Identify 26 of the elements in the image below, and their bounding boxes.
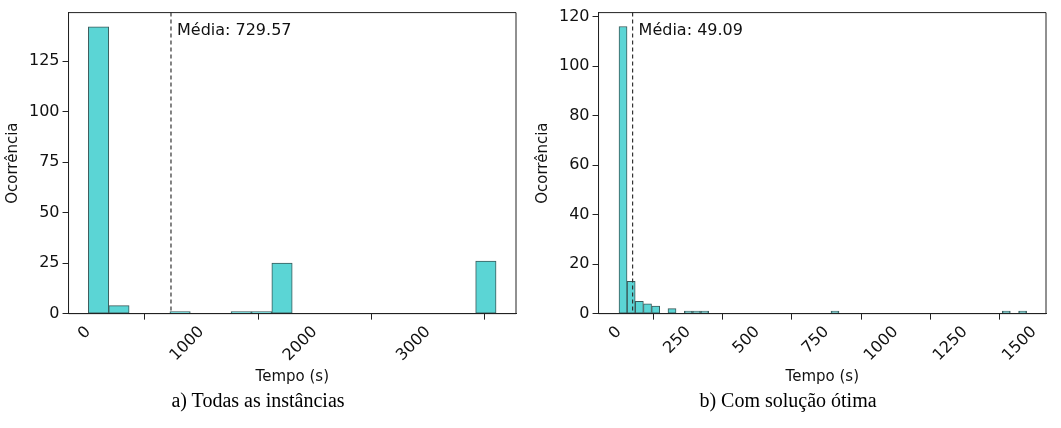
y-tick-label: 0	[579, 302, 590, 322]
y-tick-label: 0	[49, 302, 60, 322]
y-tick-label: 60	[569, 154, 590, 174]
y-tick-label: 25	[39, 252, 60, 272]
y-tick-label: 50	[39, 201, 60, 221]
y-tick-label: 75	[39, 151, 60, 171]
x-tick-label: 0	[604, 321, 625, 343]
text: b) Com solução ótima	[699, 389, 877, 413]
x-axis-title: Tempo (s)	[254, 366, 329, 385]
x-tick-label: 0	[73, 321, 95, 343]
y-tick-label: 125	[28, 50, 60, 70]
ref-line-label: Média: 49.09	[638, 19, 743, 39]
x-tick-label: 500	[728, 321, 764, 357]
y-tick-label: 80	[569, 104, 590, 124]
x-tick-label: 250	[658, 321, 694, 357]
x-tick-label: 750	[797, 321, 833, 357]
y-axis-title: Ocorrência	[532, 122, 551, 204]
y-tick-label: 100	[28, 100, 60, 120]
y-axis-title: Ocorrência	[2, 122, 21, 204]
y-tick-label: 100	[558, 55, 590, 75]
x-axis-title: Tempo (s)	[784, 366, 859, 385]
ref-line-label: Média: 729.57	[176, 19, 292, 39]
y-tick-label: 120	[558, 5, 590, 25]
y-tick-label: 40	[569, 203, 590, 223]
y-tick-label: 20	[569, 253, 590, 273]
text: a) Todas as instâncias	[171, 389, 345, 413]
